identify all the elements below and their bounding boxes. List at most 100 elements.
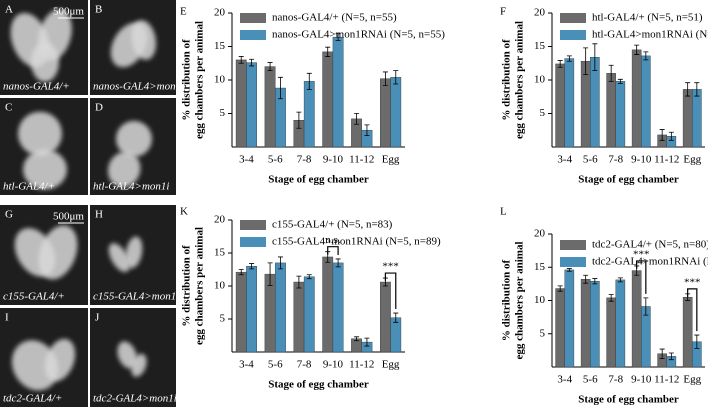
bar [246,62,257,148]
significance-label: *** [382,261,399,273]
legend-swatch [240,13,266,23]
bar-chart: L % distribution of egg chambers per anima… [500,206,708,406]
legend-swatch [240,30,266,40]
chart-letter: K [180,206,188,218]
error-bar [583,47,589,76]
x-tick-label: Egg [683,154,701,166]
y-tick-label: 20 [534,228,546,240]
error-bar [335,258,341,268]
error-bar [249,58,255,67]
error-bar [306,274,312,280]
panel-caption: c155-GAL4/+ [3,291,65,303]
bar [264,273,276,353]
error-bar [354,336,360,342]
error-bar [643,51,649,61]
bar [235,271,247,353]
tissue [108,243,130,273]
bar [615,279,626,368]
x-tick-label: Egg [382,154,400,166]
bar [293,281,305,353]
x-tick-label: 7-8 [608,374,623,386]
bar [641,55,651,148]
y-tick-label: 5 [540,107,546,119]
bar [564,58,575,148]
bar [590,281,600,368]
error-bar [608,294,614,302]
error-bar [267,62,273,72]
y-tick-label: 10 [534,294,546,306]
x-tick-label: Egg [382,359,400,371]
bar [555,63,565,148]
legend-label: c155-GAL4>mon1RNAi (N=5, n=89) [272,236,441,248]
significance-label: *** [684,276,701,288]
bar [641,306,651,368]
y-axis-label: % distribution of [181,39,193,121]
error-bar [694,82,700,97]
tissue [38,225,78,280]
y-axis-label: % distribution of [501,260,513,342]
bar [580,279,591,368]
panel-caption: tdc2-GAL4>mon1i [93,393,177,405]
bar [390,77,402,148]
error-bar [267,262,273,286]
tissue [125,236,143,269]
panel-letter: A [5,4,13,16]
bar-chart: F % distribution of egg chambers per anima… [500,6,708,186]
bar [682,296,693,368]
legend-swatch [560,13,586,23]
panel-caption: nanos-GAL4/+ [3,81,70,93]
bar [332,36,344,148]
error-bar [643,297,649,316]
x-tick-label: 5-6 [583,374,598,386]
legend-label: tdc2-GAL4/+ (N=5, n=80) [592,239,708,251]
error-bar [608,64,614,82]
y-axis-label: egg chambers per animal [194,227,206,345]
error-bar [592,278,598,285]
panel-letter: C [5,102,12,114]
legend-label: htl-GAL4/+ (N=5, n=51) [592,12,703,24]
bar [606,297,616,368]
significance-bracket [636,260,647,294]
bar [264,66,276,148]
y-tick-label: 15 [214,40,226,52]
bar [631,270,642,368]
bar [682,89,693,148]
error-bar [617,78,623,84]
panel-caption: c155-GAL4>mon1i [93,291,179,303]
x-tick-label: 11-12 [349,154,374,166]
error-bar [557,60,563,68]
y-tick-label: 20 [214,7,226,19]
x-tick-label: 3-4 [239,154,254,166]
error-bar [325,46,331,57]
tissue [117,341,137,369]
error-bar [296,275,302,289]
x-tick-label: 9-10 [631,374,652,386]
error-bar [557,285,563,292]
error-bar [566,55,572,62]
error-bar [238,56,244,64]
y-tick-label: 10 [214,280,226,292]
bar [564,269,575,368]
tissue [131,353,147,377]
y-tick-label: 15 [214,247,226,259]
error-bar [617,277,623,283]
tissue [31,42,59,82]
x-axis-label: Stage of egg chamber [268,174,369,186]
significance-bracket [687,288,698,332]
error-bar [238,269,244,276]
panel-letter: I [5,312,9,324]
y-axis-label: egg chambers per animal [514,241,526,359]
panel-letter: J [95,312,100,324]
error-bar [694,334,700,349]
x-tick-label: 7-8 [297,154,312,166]
error-bar [335,33,341,41]
error-bar [277,256,283,270]
error-bar [249,263,255,270]
y-axis-label: % distribution of [181,245,193,327]
panel-caption: tdc2-GAL4/+ [3,393,62,405]
